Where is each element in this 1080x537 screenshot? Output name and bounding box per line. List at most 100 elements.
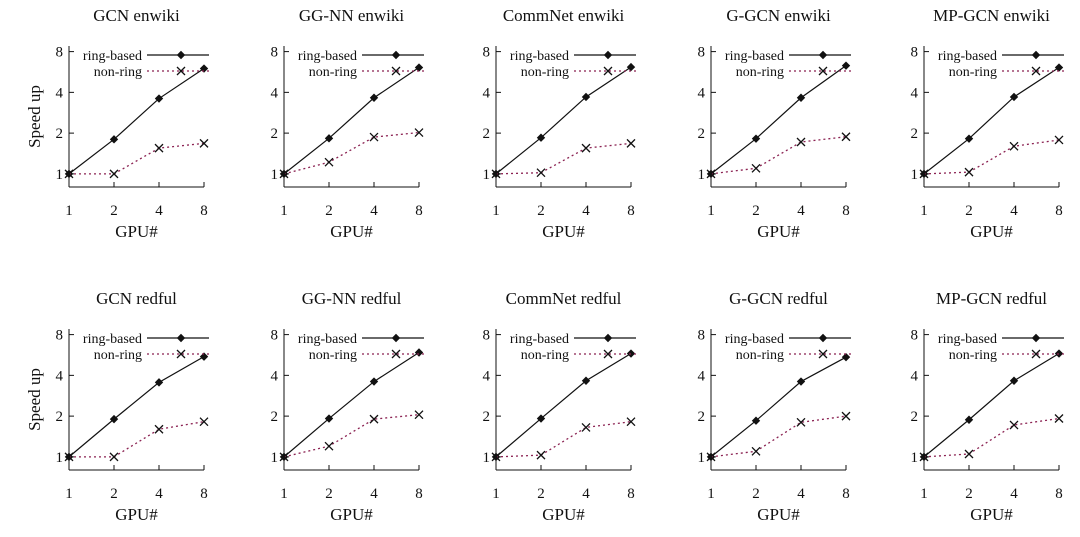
legend-label-non-ring: non-ring: [309, 65, 357, 80]
chart-title: MP-GCN enwiki: [933, 6, 1050, 25]
non-ring-point: [64, 169, 74, 179]
legend-label-non-ring: non-ring: [521, 65, 569, 80]
ring-based-point: [324, 134, 334, 143]
legend-label-ring-based: ring-based: [725, 49, 784, 64]
x-tick-label: 2: [965, 486, 973, 502]
x-tick-label: 8: [200, 203, 208, 219]
x-tick-label: 1: [65, 486, 73, 502]
ring-based-point: [109, 135, 119, 144]
chart-title: CommNet enwiki: [503, 6, 625, 25]
legend-marker-ring-based: [818, 50, 828, 60]
legend-marker-ring-based: [1031, 333, 1041, 343]
ring-based-line: [923, 353, 1060, 458]
y-tick-label: 4: [56, 368, 64, 384]
x-tick-label: 2: [110, 203, 118, 219]
x-tick-label: 2: [537, 486, 545, 502]
legend-marker-non-ring: [1031, 66, 1041, 76]
ring-based-point: [581, 92, 591, 102]
ring-based-point: [1009, 376, 1019, 385]
x-axis-label: GPU#: [542, 505, 585, 524]
legend-label-non-ring: non-ring: [949, 348, 997, 363]
x-tick-label: 1: [492, 486, 500, 502]
y-tick-label: 4: [698, 85, 706, 101]
legend-marker-ring-based: [391, 50, 401, 60]
x-tick-label: 4: [155, 486, 163, 502]
y-tick-label: 2: [698, 409, 706, 425]
x-tick-label: 1: [280, 486, 288, 502]
chart-title: GG-NN enwiki: [299, 6, 405, 25]
y-tick-label: 4: [911, 85, 919, 101]
ring-based-line: [283, 67, 420, 175]
non-ring-point: [706, 169, 716, 179]
chart-title: GCN redful: [96, 289, 177, 308]
legend-marker-non-ring: [176, 66, 186, 76]
non-ring-point: [626, 138, 636, 148]
x-tick-label: 4: [797, 203, 805, 219]
x-tick-label: 1: [707, 486, 715, 502]
y-tick-label: 8: [911, 45, 919, 61]
y-tick-label: 1: [698, 167, 706, 183]
legend-marker-non-ring: [603, 349, 613, 359]
x-tick-label: 2: [752, 203, 760, 219]
x-axis-label: GPU#: [542, 222, 585, 241]
non-ring-line: [495, 142, 632, 175]
ring-based-line: [68, 356, 205, 458]
legend-label-non-ring: non-ring: [309, 348, 357, 363]
ring-based-point: [964, 134, 974, 143]
non-ring-line: [283, 131, 420, 175]
legend-marker-non-ring: [391, 66, 401, 76]
non-ring-point: [796, 137, 806, 147]
x-axis-label: GPU#: [970, 505, 1013, 524]
y-tick-label: 2: [56, 126, 64, 142]
ring-based-point: [1009, 92, 1019, 102]
chart-title: MP-GCN redful: [936, 289, 1047, 308]
x-tick-label: 1: [920, 203, 928, 219]
y-tick-label: 1: [911, 167, 919, 183]
x-tick-label: 1: [65, 203, 73, 219]
legend-marker-ring-based: [818, 333, 828, 343]
x-tick-label: 8: [842, 486, 850, 502]
x-axis-label: GPU#: [330, 505, 373, 524]
legend-marker-non-ring: [1031, 349, 1041, 359]
non-ring-point: [324, 441, 334, 451]
non-ring-point: [369, 414, 379, 424]
ring-based-point: [796, 93, 806, 102]
ring-based-point: [796, 377, 806, 386]
x-axis-label: GPU#: [330, 222, 373, 241]
legend-marker-non-ring: [818, 66, 828, 76]
x-tick-label: 4: [370, 486, 378, 502]
x-axis-label: GPU#: [115, 222, 158, 241]
ring-based-point: [626, 62, 636, 72]
non-ring-line: [283, 414, 420, 458]
ring-based-line: [283, 352, 420, 458]
ring-based-line: [923, 67, 1060, 175]
x-tick-label: 8: [627, 203, 635, 219]
legend-label-non-ring: non-ring: [736, 348, 784, 363]
ring-based-point: [751, 416, 761, 425]
x-tick-label: 2: [325, 203, 333, 219]
x-tick-label: 8: [200, 486, 208, 502]
ring-based-point: [199, 64, 209, 73]
y-tick-label: 2: [483, 409, 491, 425]
y-tick-label: 8: [271, 45, 279, 61]
non-ring-point: [1009, 141, 1019, 151]
chart-title: G-GCN redful: [729, 289, 828, 308]
y-tick-label: 4: [911, 368, 919, 384]
x-tick-label: 2: [110, 486, 118, 502]
y-tick-label: 8: [483, 328, 491, 344]
non-ring-line: [69, 142, 205, 175]
ring-based-line: [710, 356, 847, 458]
y-tick-label: 4: [271, 85, 279, 101]
non-ring-line: [710, 415, 847, 458]
ring-based-point: [841, 61, 851, 70]
non-ring-point: [1054, 135, 1064, 145]
non-ring-point: [154, 424, 164, 434]
ring-based-point: [751, 134, 761, 143]
non-ring-point: [1054, 414, 1064, 423]
ring-based-point: [841, 352, 851, 362]
